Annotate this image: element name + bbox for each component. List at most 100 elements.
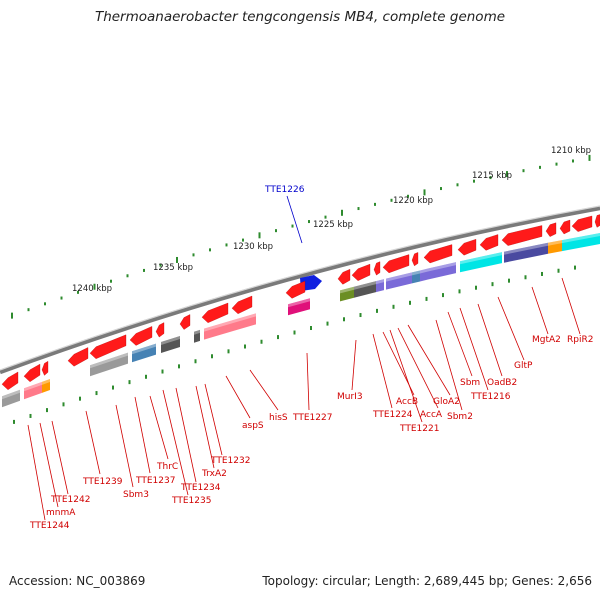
- reverse-gene-arrow[interactable]: [337, 268, 351, 285]
- cog-bar[interactable]: [354, 281, 376, 298]
- gene-label[interactable]: TTE1216: [470, 392, 511, 402]
- cog-bar[interactable]: [90, 352, 128, 377]
- inner-tick: [13, 419, 15, 424]
- gene-label[interactable]: ThrC: [156, 462, 178, 472]
- label-leader: [162, 389, 189, 496]
- gene-label[interactable]: MgtA2: [532, 335, 561, 345]
- gene-label[interactable]: TTE1221: [399, 424, 439, 434]
- reverse-gene-arrow[interactable]: [201, 302, 229, 323]
- inner-tick: [508, 278, 510, 283]
- label-leader: [531, 286, 549, 335]
- inner-ticks: [13, 265, 576, 424]
- reverse-gene-arrow[interactable]: [41, 360, 49, 376]
- reverse-gene-arrow[interactable]: [179, 314, 191, 330]
- cog-bar[interactable]: [24, 381, 42, 400]
- label-leader: [225, 375, 251, 419]
- gene-label[interactable]: TTE1235: [171, 496, 211, 506]
- label-leader: [51, 420, 69, 495]
- reverse-gene-arrow[interactable]: [231, 295, 253, 314]
- label-leader: [372, 333, 393, 409]
- reverse-gene-arrow[interactable]: [457, 239, 477, 256]
- scale-tick: [77, 290, 79, 294]
- gene-label[interactable]: RpiR2: [567, 335, 593, 345]
- cog-bar[interactable]: [480, 252, 502, 268]
- cog-bar[interactable]: [234, 313, 256, 331]
- reverse-gene-arrow[interactable]: [351, 263, 371, 281]
- cog-bar[interactable]: [2, 389, 20, 408]
- inner-tick: [29, 413, 32, 418]
- gene-label[interactable]: Sbm2: [447, 412, 473, 422]
- gene-label[interactable]: MurI3: [337, 392, 363, 402]
- gene-label[interactable]: TTE1239: [82, 477, 123, 487]
- scale-tick: [423, 189, 426, 196]
- reverse-gene-arrow[interactable]: [373, 261, 381, 276]
- reverse-gene-arrow[interactable]: [155, 322, 165, 338]
- cog-bar-highlight: [90, 352, 128, 369]
- cog-bar[interactable]: [42, 379, 50, 393]
- gene-label[interactable]: TrxA2: [201, 469, 227, 479]
- reverse-gene-arrow[interactable]: [594, 214, 600, 228]
- gene-label[interactable]: GloA2: [433, 397, 460, 407]
- inner-tick: [458, 289, 461, 294]
- gene-label[interactable]: TTE1237: [135, 476, 175, 486]
- cog-bar[interactable]: [132, 343, 156, 363]
- gene-label[interactable]: Sbm: [460, 378, 480, 388]
- cog-bar[interactable]: [460, 256, 480, 273]
- cog-bar[interactable]: [412, 270, 420, 284]
- cog-bar[interactable]: [504, 242, 548, 263]
- gene-label[interactable]: TTE1224: [372, 410, 413, 420]
- cog-bar[interactable]: [340, 286, 354, 302]
- gene-label[interactable]: TTE1234: [180, 483, 221, 493]
- cog-bar[interactable]: [562, 233, 600, 252]
- cog-bar[interactable]: [548, 240, 562, 254]
- gene-label[interactable]: OadB2: [487, 378, 517, 388]
- gene-label[interactable]: mnmA: [46, 508, 76, 518]
- reverse-gene-arrow[interactable]: [423, 244, 453, 264]
- inner-tick: [541, 271, 543, 276]
- reverse-gene-arrow[interactable]: [129, 326, 153, 346]
- gene-label[interactable]: TTE1227: [292, 413, 332, 423]
- gene-label[interactable]: AccA: [420, 410, 443, 420]
- inner-tick: [178, 364, 180, 369]
- forward-gene-TTE1226[interactable]: TTE1226: [264, 185, 322, 291]
- cog-bar[interactable]: [376, 279, 384, 293]
- gene-label[interactable]: TTE1244: [29, 521, 70, 531]
- genome-backbone: [0, 205, 600, 375]
- reverse-gene-arrow[interactable]: [559, 219, 571, 235]
- reverse-gene-arrow[interactable]: [23, 363, 41, 382]
- reverse-gene-arrow[interactable]: [545, 222, 557, 237]
- reverse-gene-arrow[interactable]: [501, 225, 543, 246]
- label-leader: [435, 319, 463, 411]
- reverse-gene-arrow[interactable]: [1, 371, 19, 390]
- label-leader: [306, 352, 310, 411]
- gene-label[interactable]: TTE1242: [50, 495, 90, 505]
- gene-label[interactable]: GltP: [514, 361, 533, 371]
- label-leader: [497, 296, 525, 361]
- cog-bar-highlight: [562, 233, 600, 244]
- cog-bar[interactable]: [428, 262, 456, 280]
- reverse-gene-arrow[interactable]: [382, 254, 410, 274]
- cog-bar[interactable]: [288, 298, 310, 316]
- label-leader: [477, 303, 503, 377]
- scale-tick: [110, 279, 112, 283]
- gene-label[interactable]: hisS: [269, 413, 288, 423]
- gene-label[interactable]: TTE1232: [210, 456, 250, 466]
- cog-bar-highlight: [354, 281, 376, 290]
- cog-bar[interactable]: [161, 336, 180, 353]
- cog-bar[interactable]: [420, 268, 428, 282]
- cog-bar[interactable]: [386, 272, 412, 290]
- reverse-gene-arrow[interactable]: [571, 215, 593, 232]
- reverse-gene-arrow[interactable]: [285, 280, 306, 299]
- scale-tick: [192, 253, 195, 257]
- reverse-gene-arrow[interactable]: [411, 252, 419, 267]
- cog-bar[interactable]: [194, 329, 200, 343]
- scale-tick: [341, 209, 343, 216]
- reverse-gene-arrow[interactable]: [479, 234, 499, 251]
- scale-tick: [456, 183, 459, 187]
- cog-bar[interactable]: [204, 319, 234, 340]
- reverse-gene-arrow[interactable]: [89, 334, 127, 359]
- gene-label[interactable]: aspS: [242, 421, 264, 431]
- gene-label[interactable]: Sbm3: [123, 490, 149, 500]
- gene-label[interactable]: AccB: [396, 397, 418, 407]
- reverse-gene-arrow[interactable]: [67, 347, 89, 367]
